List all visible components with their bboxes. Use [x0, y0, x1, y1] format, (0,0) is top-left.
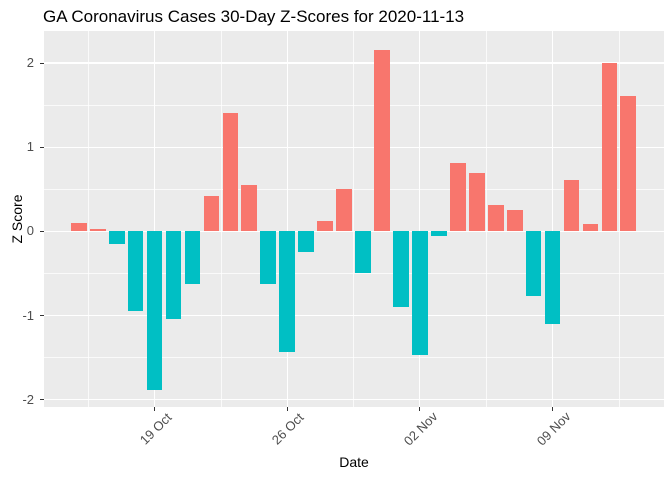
x-tick-label: 26 Oct: [269, 409, 307, 448]
x-tick-mark: [154, 407, 156, 412]
minor-gridline-vertical: [353, 31, 354, 408]
x-tick-label: 09 Nov: [533, 408, 574, 449]
bar: [317, 221, 334, 232]
bar: [449, 163, 466, 232]
major-gridline-horizontal: [43, 315, 665, 317]
y-tick-mark: [39, 62, 44, 64]
bar: [563, 180, 580, 232]
x-tick-label: 19 Oct: [136, 409, 175, 448]
bar: [601, 63, 618, 232]
major-gridline-horizontal: [43, 399, 665, 401]
y-tick-mark: [39, 146, 44, 148]
bar: [260, 231, 277, 284]
y-tick-label: 0: [26, 223, 34, 239]
major-gridline-vertical: [419, 31, 421, 408]
y-tick-mark: [39, 230, 44, 232]
bar: [241, 185, 258, 232]
bar: [412, 231, 428, 356]
minor-gridline-vertical: [618, 31, 620, 408]
major-gridline-horizontal: [43, 146, 665, 148]
bar: [146, 231, 163, 390]
bar: [203, 196, 220, 232]
minor-gridline-vertical: [87, 31, 89, 408]
major-gridline-horizontal: [43, 230, 665, 232]
major-gridline-horizontal: [43, 62, 665, 64]
bar: [127, 231, 144, 311]
bar: [355, 231, 371, 273]
bar: [70, 223, 87, 232]
major-gridline-vertical: [154, 31, 156, 408]
bar: [525, 231, 542, 297]
major-gridline-vertical: [551, 31, 554, 408]
x-tick-mark: [552, 407, 554, 412]
bar: [374, 49, 390, 232]
y-axis-title: Z Score: [9, 194, 25, 244]
bar: [544, 231, 561, 324]
x-axis-title: Date: [339, 454, 369, 470]
bar: [620, 95, 637, 232]
bar: [506, 209, 523, 232]
major-gridline-vertical: [286, 31, 288, 408]
y-tick-mark: [39, 399, 44, 401]
bar: [108, 231, 125, 244]
bar: [431, 231, 447, 237]
chart-title: GA Coronavirus Cases 30-Day Z-Scores for…: [43, 7, 465, 26]
minor-gridline-vertical: [485, 31, 487, 408]
y-tick-mark: [39, 315, 44, 317]
x-tick-label: 02 Nov: [400, 408, 441, 449]
bar: [468, 172, 485, 232]
y-tick-label: 1: [26, 139, 34, 155]
bar: [89, 228, 106, 232]
bar: [582, 223, 599, 232]
x-tick-mark: [419, 407, 421, 412]
bar: [336, 189, 352, 232]
bar: [279, 231, 296, 352]
y-tick-label: -1: [22, 307, 34, 323]
bar: [165, 231, 182, 319]
plot-panel: [43, 31, 665, 408]
minor-gridline-vertical: [220, 31, 222, 408]
bar: [184, 231, 201, 284]
bar: [487, 204, 504, 232]
bar: [222, 112, 239, 232]
bar: [393, 231, 409, 308]
bar: [298, 231, 315, 252]
x-tick-mark: [286, 407, 288, 412]
y-tick-label: 2: [26, 55, 34, 70]
y-tick-label: -2: [22, 391, 34, 407]
